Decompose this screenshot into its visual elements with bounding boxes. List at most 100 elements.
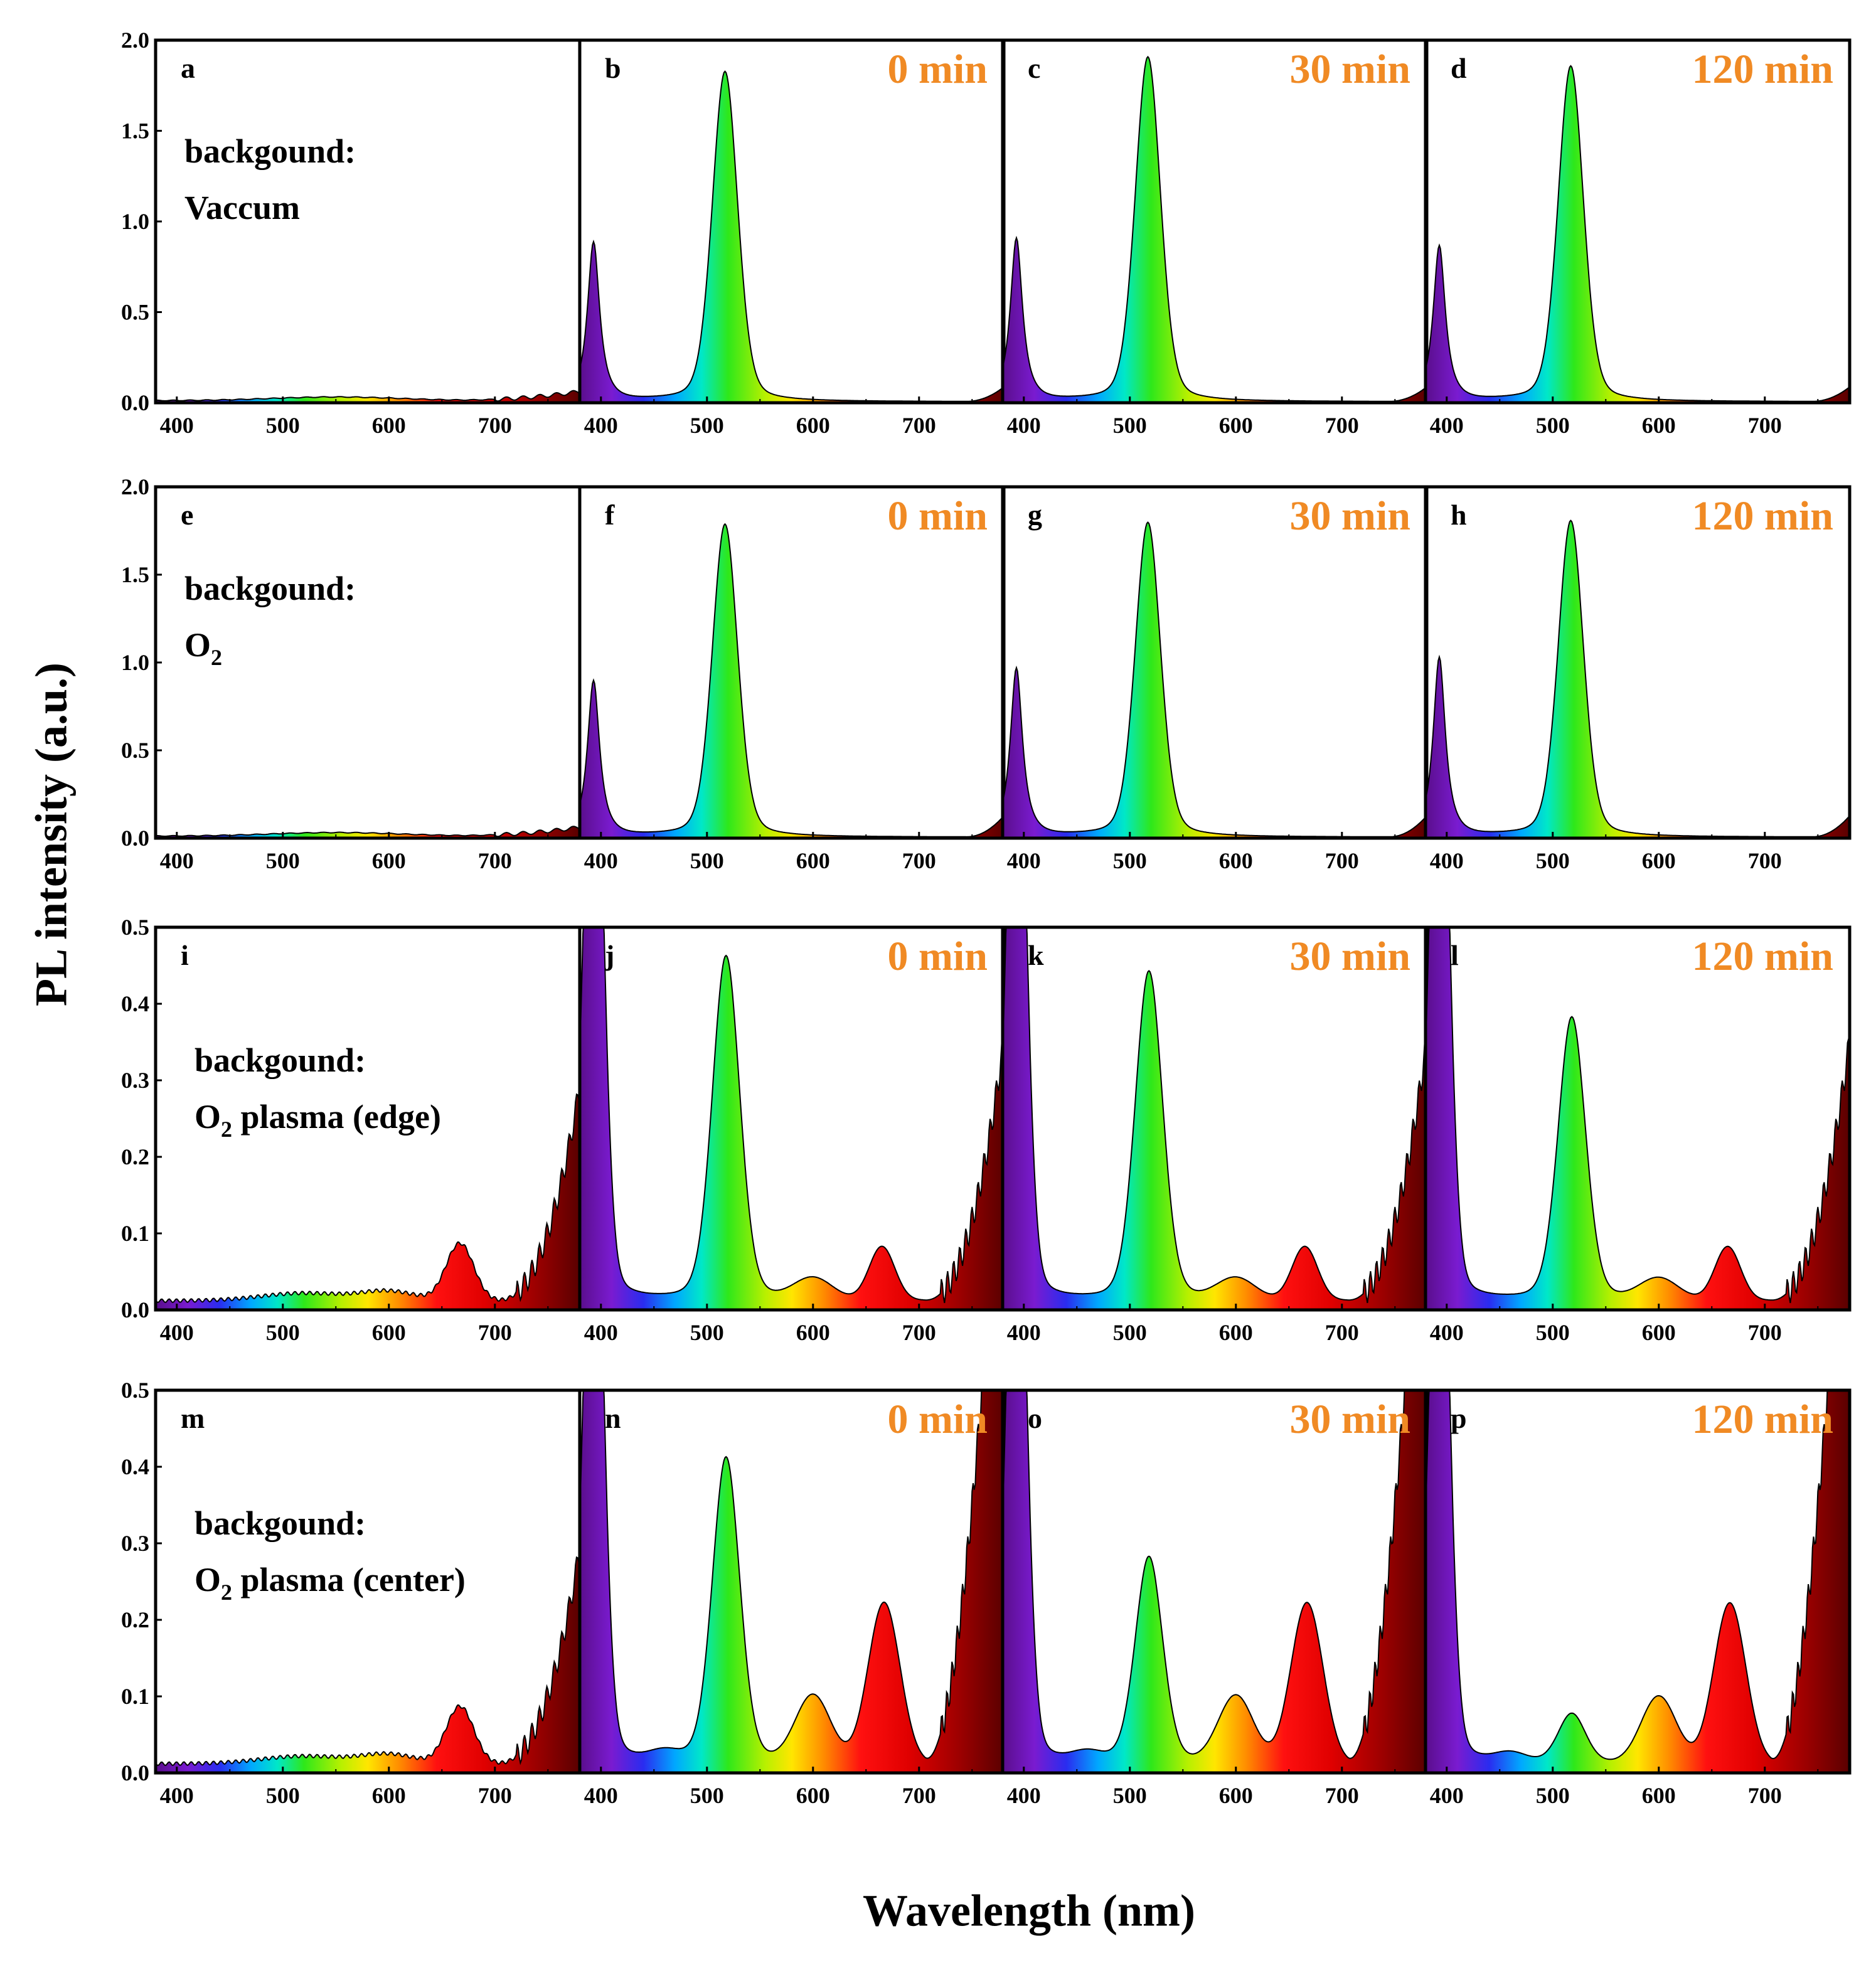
panel-letter-m: m [181, 1402, 205, 1434]
panel-frame-j [578, 925, 1006, 1312]
panel-letter-h: h [1451, 499, 1467, 531]
x-tick-label: 600 [372, 848, 406, 873]
time-label-p: 120 min [1692, 1396, 1833, 1442]
x-tick-label: 400 [1430, 1320, 1464, 1345]
annotation-line1-e: backgound: [184, 570, 356, 607]
x-tick-label: 600 [1219, 413, 1253, 438]
x-tick-label: 400 [1007, 1320, 1041, 1345]
y-tick-label: 0.2 [121, 1144, 149, 1169]
x-tick-label: 700 [1325, 413, 1359, 438]
spectrum-area-m [156, 1556, 580, 1773]
x-tick-label: 500 [690, 1320, 724, 1345]
x-tick-label: 400 [1007, 1783, 1041, 1808]
panel-letter-p: p [1451, 1402, 1467, 1434]
spectrum-area-g [1003, 521, 1427, 838]
spectrum-area-b [580, 70, 1004, 403]
x-tick-label: 600 [1219, 1783, 1253, 1808]
y-tick-label: 1.5 [121, 562, 149, 587]
panel-letter-l: l [1451, 939, 1459, 971]
x-tick-label: 500 [266, 848, 300, 873]
x-tick-label: 400 [584, 848, 618, 873]
annotation-line2-a: Vaccum [184, 189, 300, 226]
x-tick-label: 600 [1642, 848, 1676, 873]
annotation-line2-i: O2 plasma (edge) [195, 1098, 441, 1142]
x-tick-label: 400 [584, 413, 618, 438]
panel-letter-g: g [1028, 499, 1042, 531]
panel-frame-g [1001, 485, 1429, 840]
time-label-o: 30 min [1289, 1396, 1410, 1442]
y-tick-label: 0.0 [121, 1760, 149, 1785]
y-tick-label: 0.5 [121, 915, 149, 940]
spectrum-area-f [580, 523, 1004, 838]
panel-frame-h [1424, 485, 1852, 840]
x-tick-label: 600 [372, 1783, 406, 1808]
annotation-line2-e: O2 [184, 626, 222, 670]
x-tick-label: 700 [1748, 848, 1782, 873]
x-tick-label: 600 [1642, 1783, 1676, 1808]
time-label-g: 30 min [1289, 493, 1410, 539]
time-label-h: 120 min [1692, 493, 1833, 539]
y-tick-label: 0.3 [121, 1068, 149, 1093]
x-tick-label: 700 [478, 848, 512, 873]
y-tick-label: 2.0 [121, 474, 149, 499]
x-tick-label: 700 [902, 413, 936, 438]
x-tick-label: 600 [372, 413, 406, 438]
y-tick-label: 0.2 [121, 1607, 149, 1632]
x-tick-label: 700 [478, 1783, 512, 1808]
y-tick-label: 0.5 [121, 738, 149, 763]
y-tick-label: 2.0 [121, 28, 149, 53]
y-axis-title: PL intensity (a.u.) [26, 662, 77, 1007]
panel-frame-d [1424, 38, 1852, 405]
spectrum-area-p [1426, 1390, 1850, 1773]
x-tick-label: 600 [796, 1783, 830, 1808]
y-tick-label: 0.0 [121, 826, 149, 851]
y-tick-label: 0.0 [121, 390, 149, 415]
x-axis-title: Wavelength (nm) [863, 1885, 1195, 1936]
x-tick-label: 700 [1748, 1783, 1782, 1808]
spectrum-area-i [156, 1093, 580, 1310]
x-tick-label: 600 [1642, 413, 1676, 438]
x-tick-label: 700 [1748, 1320, 1782, 1345]
x-tick-label: 400 [584, 1320, 618, 1345]
time-label-d: 120 min [1692, 46, 1833, 92]
y-tick-label: 0.5 [121, 1378, 149, 1403]
x-tick-label: 400 [584, 1783, 618, 1808]
spectrum-area-d [1426, 65, 1850, 403]
y-tick-label: 1.5 [121, 119, 149, 144]
annotation-line2-m: O2 plasma (center) [195, 1561, 466, 1605]
x-tick-label: 500 [1536, 1783, 1570, 1808]
y-tick-label: 0.4 [121, 991, 149, 1016]
panel-frame-n [578, 1388, 1006, 1775]
x-tick-label: 700 [1325, 1320, 1359, 1345]
annotation-line1-i: backgound: [195, 1041, 366, 1079]
y-tick-label: 1.0 [121, 650, 149, 675]
y-tick-label: 0.0 [121, 1297, 149, 1322]
x-tick-label: 500 [266, 413, 300, 438]
x-tick-label: 400 [1430, 848, 1464, 873]
panel-letter-e: e [181, 499, 193, 531]
time-label-j: 0 min [887, 934, 988, 979]
panel-frame-l [1424, 925, 1852, 1312]
x-tick-label: 700 [902, 848, 936, 873]
x-tick-label: 500 [1113, 1320, 1147, 1345]
panel-letter-o: o [1028, 1402, 1042, 1434]
spectrum-area-l [1426, 927, 1850, 1310]
x-tick-label: 500 [1113, 1783, 1147, 1808]
x-tick-label: 400 [1430, 413, 1464, 438]
x-tick-label: 400 [1007, 848, 1041, 873]
x-tick-label: 500 [1113, 848, 1147, 873]
x-tick-label: 700 [478, 413, 512, 438]
x-tick-label: 500 [266, 1320, 300, 1345]
panel-letter-a: a [181, 52, 195, 84]
y-tick-label: 0.4 [121, 1454, 149, 1479]
x-tick-label: 700 [902, 1320, 936, 1345]
panel-frame-k [1001, 925, 1429, 1312]
x-tick-label: 500 [1536, 1320, 1570, 1345]
x-tick-label: 400 [160, 1320, 194, 1345]
x-tick-label: 600 [796, 1320, 830, 1345]
x-tick-label: 400 [160, 413, 194, 438]
spectrum-area-k [1003, 927, 1427, 1310]
panel-letter-c: c [1028, 52, 1040, 84]
x-tick-label: 500 [690, 413, 724, 438]
